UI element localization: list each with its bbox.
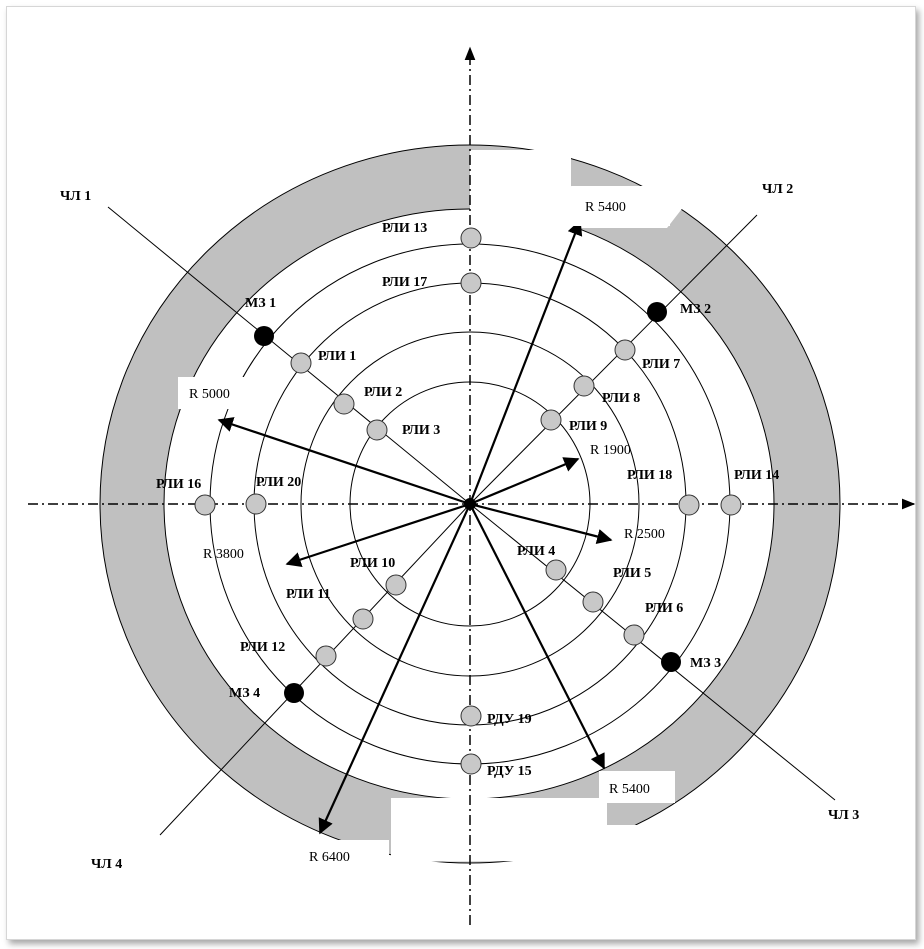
- sector-line-4: [159, 503, 471, 836]
- label-rli9: РЛИ 9: [569, 419, 607, 434]
- label-rli8: РЛИ 8: [602, 391, 640, 406]
- label-rli6: РЛИ 6: [645, 601, 683, 616]
- rli-4-node: [545, 559, 567, 581]
- label-rdu15: РДУ 15: [487, 764, 532, 779]
- label-rli4: РЛИ 4: [517, 544, 555, 559]
- rli-5-node: [582, 591, 604, 613]
- label-rli16: РЛИ 16: [156, 477, 201, 492]
- rdu-15-node: [460, 753, 482, 775]
- label-rli5: РЛИ 5: [613, 566, 651, 581]
- rli-8-node: [573, 375, 595, 397]
- label-r5000: R 5000: [189, 387, 230, 402]
- rli-7-node: [614, 339, 636, 361]
- label-mz1: МЗ 1: [245, 296, 276, 311]
- label-ch4: ЧЛ 4: [91, 857, 122, 872]
- label-r6400: R 6400: [309, 850, 350, 865]
- mz-nodes: [254, 302, 681, 703]
- rli-1-node: [290, 352, 312, 374]
- label-rli2: РЛИ 2: [364, 385, 402, 400]
- mz-3-node: [661, 652, 681, 672]
- label-rli7: РЛИ 7: [642, 357, 680, 372]
- center-point: [464, 498, 476, 510]
- label-rli3: РЛИ 3: [402, 423, 440, 438]
- radius-arrow-6400: [318, 503, 472, 835]
- label-box-r6400: [299, 840, 389, 870]
- rli-20-node: [245, 493, 267, 515]
- label-box-r5400-bottom: [599, 771, 675, 803]
- rli-11-node: [352, 608, 374, 630]
- label-mz4: МЗ 4: [229, 686, 260, 701]
- radius-arrow-2500: [469, 502, 613, 545]
- rli-17-node: [460, 272, 482, 294]
- label-box-r5400-top: [572, 186, 670, 226]
- rli-18-node: [678, 494, 700, 516]
- radius-arrow-5400-top: [468, 219, 583, 505]
- rli-9-node: [540, 409, 562, 431]
- label-mz3: МЗ 3: [690, 656, 721, 671]
- mz-1-node: [254, 326, 274, 346]
- label-mz2: МЗ 2: [680, 302, 711, 317]
- rli-3-node: [366, 419, 388, 441]
- label-box-r5000: [178, 377, 258, 409]
- label-r5400-top: R 5400: [585, 200, 626, 215]
- mz-4-node: [284, 683, 304, 703]
- rli-6-node: [623, 624, 645, 646]
- label-rdu19: РДУ 19: [487, 712, 532, 727]
- rli-12-node: [315, 645, 337, 667]
- mz-2-node: [647, 302, 667, 322]
- label-rli17: РЛИ 17: [382, 275, 427, 290]
- radius-arrow-5000: [217, 417, 471, 506]
- label-r2500: R 2500: [624, 527, 665, 542]
- rli-10-node: [385, 574, 407, 596]
- ring-gap-bottom: [391, 798, 660, 862]
- radius-arrow-1900: [469, 457, 580, 506]
- label-rli12: РЛИ 12: [240, 640, 285, 655]
- rli-nodes: [194, 227, 742, 775]
- label-rli14: РЛИ 14: [734, 468, 779, 483]
- sector-line-3: [469, 503, 836, 801]
- sector-line-2: [469, 214, 758, 505]
- rli-14-node: [720, 494, 742, 516]
- label-ch3: ЧЛ 3: [828, 808, 859, 823]
- label-r1900: R 1900: [590, 443, 631, 458]
- rli-16-node: [194, 494, 216, 516]
- label-ch1: ЧЛ 1: [60, 189, 91, 204]
- label-rli11: РЛИ 11: [286, 587, 331, 602]
- rli-2-node: [333, 393, 355, 415]
- label-rli10: РЛИ 10: [350, 556, 395, 571]
- radius-arrow-5400-bottom: [469, 503, 605, 770]
- label-r5400-bottom: R 5400: [609, 782, 650, 797]
- label-rli18: РЛИ 18: [627, 468, 672, 483]
- label-rli13: РЛИ 13: [382, 221, 427, 236]
- rli-13-node: [460, 227, 482, 249]
- radius-arrow-3800: [285, 502, 471, 567]
- label-rli1: РЛИ 1: [318, 349, 356, 364]
- sector-line-1: [107, 206, 471, 505]
- label-ch2: ЧЛ 2: [762, 182, 793, 197]
- rdu-19-node: [460, 705, 482, 727]
- label-rli20: РЛИ 20: [256, 475, 301, 490]
- label-r3800: R 3800: [203, 547, 244, 562]
